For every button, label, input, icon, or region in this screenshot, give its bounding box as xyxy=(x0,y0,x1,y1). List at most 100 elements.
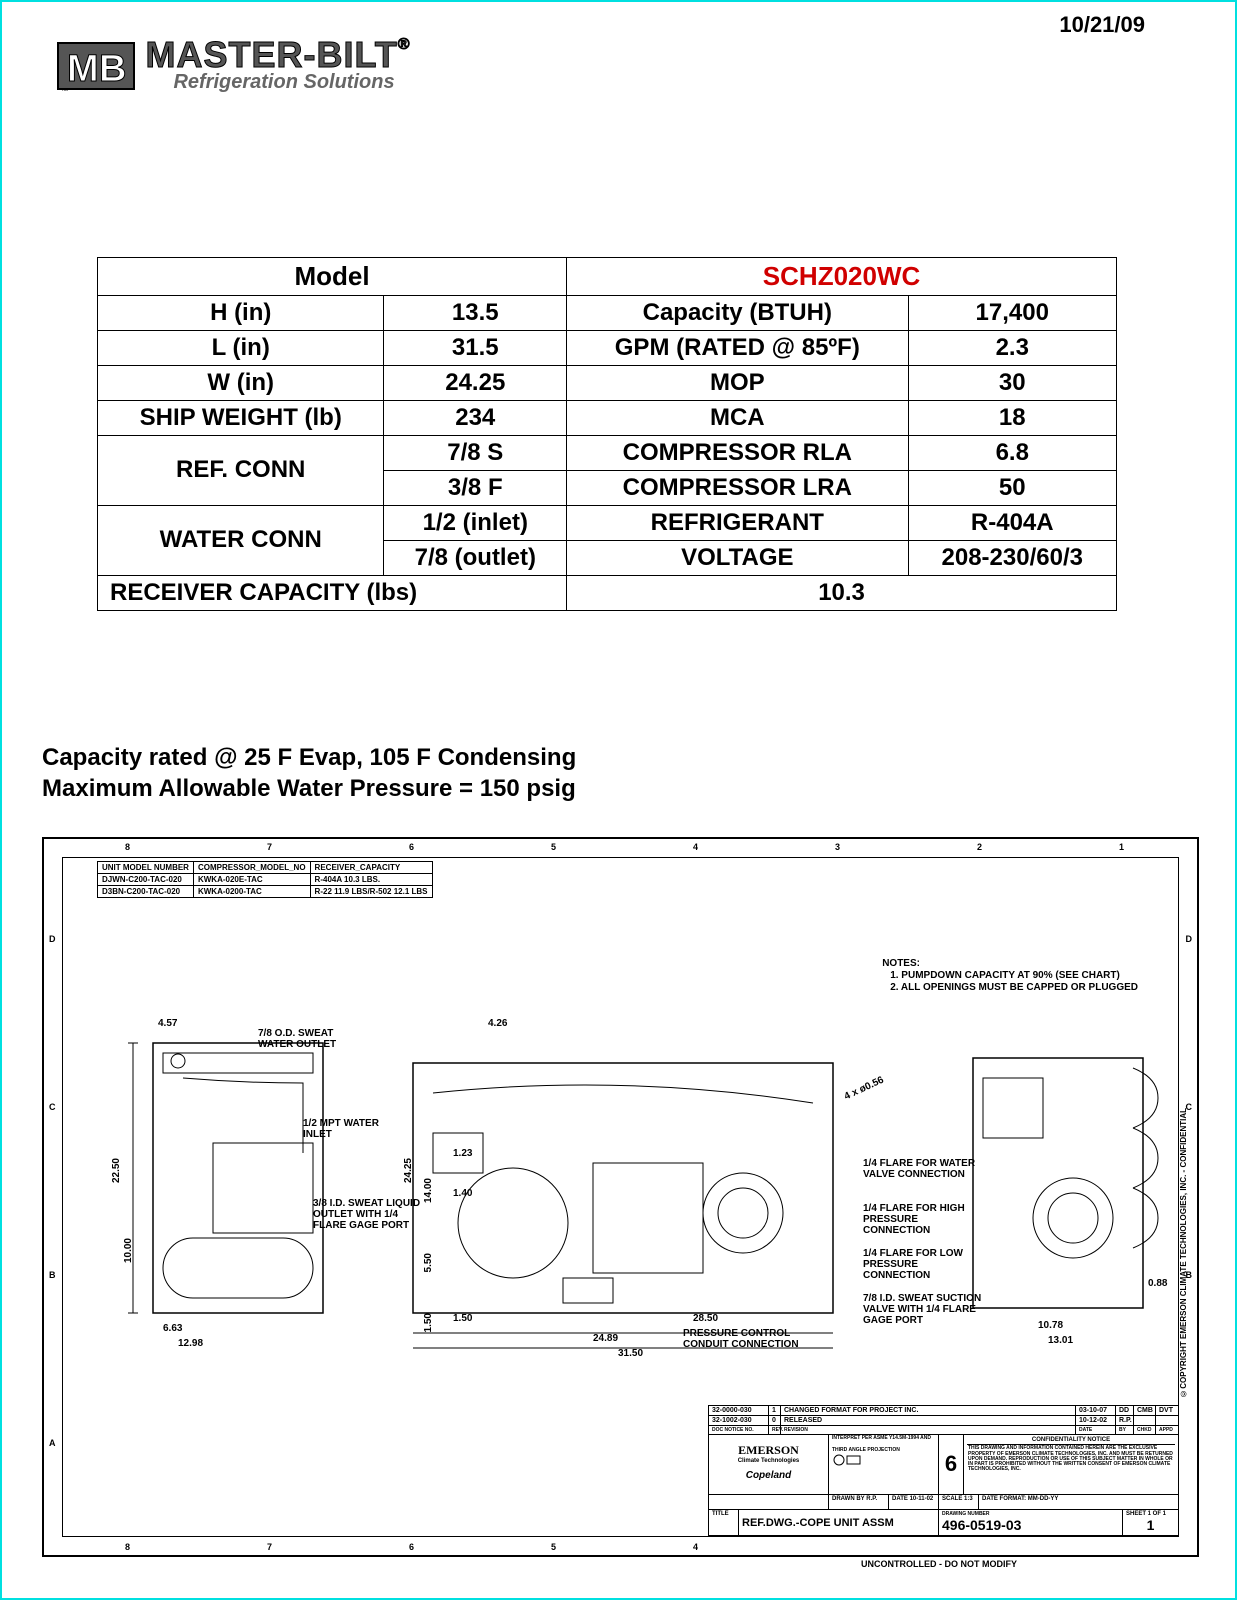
dimension: 0.88 xyxy=(1148,1278,1167,1289)
brand-tagline: Refrigeration Solutions xyxy=(173,71,410,94)
zone-number: 2 xyxy=(977,842,982,852)
date-stamp: 10/21/09 xyxy=(1059,12,1145,38)
table-row: WATER CONN 1/2 (inlet) REFRIGERANT R-404… xyxy=(98,505,1117,540)
dimension: 10.00 xyxy=(123,1238,134,1263)
note-line: 2. ALL OPENINGS MUST BE CAPPED OR PLUGGE… xyxy=(890,982,1138,994)
note-line: Capacity rated @ 25 F Evap, 105 F Conden… xyxy=(42,742,576,773)
cell: RELEASED xyxy=(781,1416,1076,1425)
cell: WATER CONN xyxy=(98,505,384,575)
cell: H (in) xyxy=(98,295,384,330)
zone-number: 8 xyxy=(125,1542,130,1552)
cell: KWKA-0200-TAC xyxy=(193,886,310,898)
cell: 31.5 xyxy=(384,330,567,365)
cell: REF. CONN xyxy=(98,435,384,505)
zone-number: 4 xyxy=(693,1542,698,1552)
zone-number: 4 xyxy=(693,842,698,852)
cell: APPD xyxy=(1156,1426,1178,1434)
drawing-size: 6 xyxy=(939,1435,964,1494)
cell: DOC NOTICE NO. xyxy=(709,1426,769,1434)
dimension: 5.50 xyxy=(423,1253,434,1272)
drawing-number: 496-0519-03 xyxy=(942,1517,1119,1533)
cell: R-404A xyxy=(908,505,1117,540)
zone-number: 6 xyxy=(409,842,414,852)
table-row: SHIP WEIGHT (lb) 234 MCA 18 xyxy=(98,400,1117,435)
callout-liquid-outlet: 3/8 I.D. SWEAT LIQUID OUTLET WITH 1/4 FL… xyxy=(313,1198,433,1231)
dimension: 1.40 xyxy=(453,1188,472,1199)
cell xyxy=(1134,1416,1156,1425)
table-row: L (in) 31.5 GPM (RATED @ 85ºF) 2.3 xyxy=(98,330,1117,365)
cell: 50 xyxy=(908,470,1117,505)
cell: COMPRESSOR LRA xyxy=(567,470,908,505)
cell: 234 xyxy=(384,400,567,435)
callout-water-outlet: 7/8 O.D. SWEAT WATER OUTLET xyxy=(258,1028,368,1050)
cell: DD xyxy=(1116,1406,1134,1415)
copyright-vertical: ©COPYRIGHT EMERSON CLIMATE TECHNOLOGIES,… xyxy=(1179,1108,1188,1398)
dimension: 4.57 xyxy=(158,1018,177,1029)
zone-number: 1 xyxy=(1119,842,1124,852)
model-code: SCHZ020WC xyxy=(567,258,1117,296)
spec-table: Model SCHZ020WC H (in) 13.5 Capacity (BT… xyxy=(97,257,1117,611)
zone-number: 7 xyxy=(267,842,272,852)
callout-suction: 7/8 I.D. SWEAT SUCTION VALVE WITH 1/4 FL… xyxy=(863,1293,983,1326)
cell: 17,400 xyxy=(908,295,1117,330)
logo-icon: M B ™ xyxy=(57,37,135,100)
cell: UNIT MODEL NUMBER xyxy=(98,862,194,874)
title-label: TITLE xyxy=(709,1510,739,1535)
brand-name: MASTER-BILT® xyxy=(145,37,410,73)
dimension: 10.78 xyxy=(1038,1320,1063,1331)
dimension: 24.89 xyxy=(593,1333,618,1344)
date-format: DATE FORMAT: MM-DD-YY xyxy=(979,1495,1178,1509)
callout-press-ctrl: PRESSURE CONTROL CONDUIT CONNECTION xyxy=(683,1328,823,1350)
side-view-right xyxy=(963,1038,1163,1338)
cell: R-22 11.9 LBS/R-502 12.1 LBS xyxy=(310,886,432,898)
cell: 7/8 (outlet) xyxy=(384,540,567,575)
dimension: 13.01 xyxy=(1048,1335,1073,1346)
dimension: 28.50 xyxy=(693,1313,718,1324)
cell: REFRIGERANT xyxy=(567,505,908,540)
callout-water-inlet: 1/2 MPT WATER INLET xyxy=(303,1118,393,1140)
zone-number: 3 xyxy=(835,842,840,852)
cell: 0 xyxy=(769,1416,781,1425)
cell: DVT xyxy=(1156,1406,1178,1415)
side-view-left xyxy=(123,1023,343,1343)
cell: 208-230/60/3 xyxy=(908,540,1117,575)
cell: 7/8 S xyxy=(384,435,567,470)
cell: W (in) xyxy=(98,365,384,400)
cell: REV. xyxy=(769,1426,781,1434)
svg-text:M: M xyxy=(67,48,99,90)
cell: GPM (RATED @ 85ºF) xyxy=(567,330,908,365)
cell: Capacity (BTUH) xyxy=(567,295,908,330)
drawing-notes: NOTES: 1. PUMPDOWN CAPACITY AT 90% (SEE … xyxy=(882,958,1138,994)
dimension: 14.00 xyxy=(423,1178,434,1203)
zone-number: 6 xyxy=(409,1542,414,1552)
zone-letter: D xyxy=(1186,934,1193,944)
zone-letter: A xyxy=(49,1438,56,1448)
dimension: 4.26 xyxy=(488,1018,507,1029)
cell: DATE xyxy=(1076,1426,1116,1434)
cell: 32-1002-030 xyxy=(709,1416,769,1425)
dimension: 24.25 xyxy=(403,1158,414,1183)
drawing-inner-frame: UNIT MODEL NUMBER COMPRESSOR_MODEL_NO RE… xyxy=(62,857,1179,1537)
cell: RECEIVER CAPACITY (lbs) xyxy=(98,575,567,610)
table-row: DJWN-C200-TAC-020 KWKA-020E-TAC R-404A 1… xyxy=(98,874,433,886)
cell: 18 xyxy=(908,400,1117,435)
confidential-title: CONFIDENTIALITY NOTICE xyxy=(967,1436,1175,1445)
cell: 24.25 xyxy=(384,365,567,400)
cell: 30 xyxy=(908,365,1117,400)
cell: SHIP WEIGHT (lb) xyxy=(98,400,384,435)
cell: CMB xyxy=(1134,1406,1156,1415)
dimension: 12.98 xyxy=(178,1338,203,1349)
cell: DJWN-C200-TAC-020 xyxy=(98,874,194,886)
cell: 3/8 F xyxy=(384,470,567,505)
cell: COMPRESSOR RLA xyxy=(567,435,908,470)
cell: 32-0000-030 xyxy=(709,1406,769,1415)
cell: 6.8 xyxy=(908,435,1117,470)
cell: VOLTAGE xyxy=(567,540,908,575)
cell: D3BN-C200-TAC-020 xyxy=(98,886,194,898)
cell: 13.5 xyxy=(384,295,567,330)
dimension: 1.50 xyxy=(453,1313,472,1324)
cell: 10-12-02 xyxy=(1076,1416,1116,1425)
confidential-body: THIS DRAWING AND INFORMATION CONTAINED H… xyxy=(967,1445,1175,1473)
brand-logo: M B ™ MASTER-BILT® Refrigeration Solutio… xyxy=(57,37,411,100)
emerson-logo: EMERSON xyxy=(712,1443,825,1458)
